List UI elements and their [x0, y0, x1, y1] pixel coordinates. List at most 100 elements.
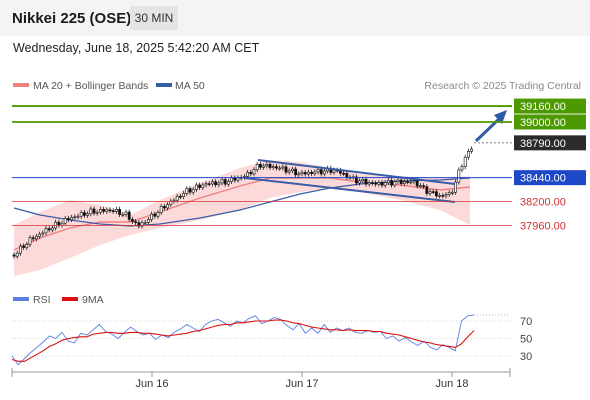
candle-body [278, 167, 282, 170]
candle-body [386, 180, 390, 183]
candle-body [105, 209, 109, 212]
candle-body [153, 213, 157, 217]
candle-body [99, 209, 102, 213]
candle-body [60, 222, 64, 226]
candle-body [50, 227, 54, 231]
candle-body [201, 184, 205, 188]
resistance-label-box [514, 98, 586, 114]
candle-body [127, 211, 131, 220]
candle-body [38, 233, 42, 237]
candle-body [233, 177, 237, 181]
candle-body [137, 222, 141, 227]
candle-body [63, 218, 67, 224]
candle-body [294, 168, 298, 176]
rsi-plot-area: 30 50 70 [11, 314, 532, 366]
candle-body [374, 182, 378, 185]
candle-body [306, 171, 310, 175]
candle-body [396, 179, 400, 183]
last-price-label: 38790.00 [520, 138, 566, 150]
candle-body [150, 213, 154, 220]
candle-body [438, 195, 442, 197]
candle-body [252, 169, 256, 175]
candle-body [418, 185, 422, 187]
candle-body [31, 237, 35, 240]
candle-body [44, 228, 48, 234]
candle-body [460, 166, 464, 171]
candle-body [102, 209, 106, 212]
x-tick-label: Jun 16 [135, 378, 168, 390]
rsi-tick-label: 30 [520, 351, 532, 363]
candle-body [182, 193, 186, 197]
candle-body [297, 173, 301, 176]
resistance-label-box [514, 114, 586, 130]
candle-body [198, 184, 202, 188]
candle-body [207, 183, 211, 185]
candle-body [262, 165, 266, 168]
candle-body [166, 204, 170, 209]
projection-arrow-head [494, 110, 507, 124]
candle-body [466, 150, 470, 158]
candle-body [57, 221, 61, 226]
ma50-legend-swatch [156, 83, 172, 87]
candle-body [447, 192, 451, 195]
credit-text: Research © 2025 Trading Central [424, 80, 581, 92]
candle-body [281, 166, 285, 169]
candle-body [124, 211, 128, 215]
rsi-ma-legend-swatch [62, 297, 78, 301]
candle-body [143, 221, 147, 224]
candle-body [227, 181, 230, 185]
candle-body [310, 171, 314, 174]
ma20-line [13, 177, 471, 251]
candle-body [300, 172, 304, 175]
x-tick-label: Jun 17 [285, 378, 318, 390]
candle-body [211, 181, 214, 185]
rsi-tick-label: 70 [520, 316, 532, 328]
ma20-legend-swatch [13, 83, 29, 87]
candle-body [380, 182, 384, 186]
candle-body [134, 221, 138, 223]
candle-body [70, 217, 74, 220]
candle-body [415, 180, 419, 187]
candle-body [18, 245, 22, 254]
interval-button[interactable]: 30 MIN [130, 6, 178, 30]
resistance-label: 39160.00 [520, 101, 566, 113]
candle-body [79, 212, 83, 217]
channel-lower-line [244, 177, 456, 203]
candle-body [34, 236, 38, 240]
candle-body [399, 179, 403, 184]
x-tick-label: Jun 18 [435, 378, 468, 390]
candle-body [265, 163, 269, 167]
candle-body [431, 191, 435, 193]
candle-body [422, 185, 426, 187]
candle-body [95, 211, 99, 214]
candle-body [191, 189, 195, 193]
candle-body [223, 179, 227, 185]
channel-upper-line [257, 159, 456, 185]
rsi-ma-line [11, 319, 475, 362]
candle-body [230, 177, 234, 182]
rsi-legend-label: RSI [33, 294, 51, 306]
support-label: 38200.00 [520, 197, 566, 209]
candle-body [425, 186, 429, 194]
candle-body [204, 183, 208, 186]
candle-body [172, 199, 176, 202]
candle-body [156, 212, 160, 217]
candle-body [185, 188, 189, 194]
candle-body [402, 181, 406, 184]
ma50-line [13, 177, 471, 227]
candle-body [73, 216, 77, 219]
resistance-label: 39000.00 [520, 117, 566, 129]
candle-body [409, 181, 413, 184]
candle-body [358, 180, 362, 184]
x-axis-ticks: Jun 16 Jun 17 Jun 18 [11, 368, 511, 390]
candle-body [316, 169, 320, 173]
candle-body [444, 194, 448, 197]
candle-body [175, 195, 179, 201]
candle-body [25, 244, 29, 248]
candle-body [92, 208, 96, 214]
candle-body [268, 163, 272, 168]
candle-body [377, 182, 381, 185]
candle-body [249, 172, 253, 175]
candle-body [147, 219, 150, 223]
